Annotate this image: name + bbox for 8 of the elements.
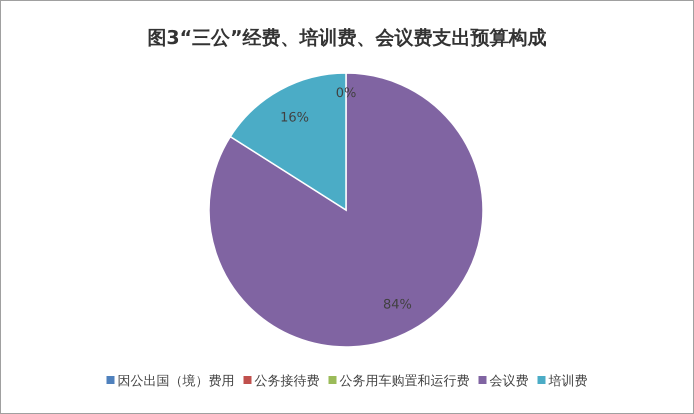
legend-label: 会议费 [490,374,528,389]
legend-label: 公务接待费 [254,374,320,389]
legend-label: 因公出国（境）费用 [118,373,234,389]
legend-label: 公务用车购置和运行费 [340,374,470,389]
chart-title: 图3“三公”经费、培训费、会议费支出预算构成 [147,27,547,49]
data-label: 84% [383,298,412,313]
data-label: 16% [280,110,309,126]
legend-label: 培训费 [548,374,588,389]
